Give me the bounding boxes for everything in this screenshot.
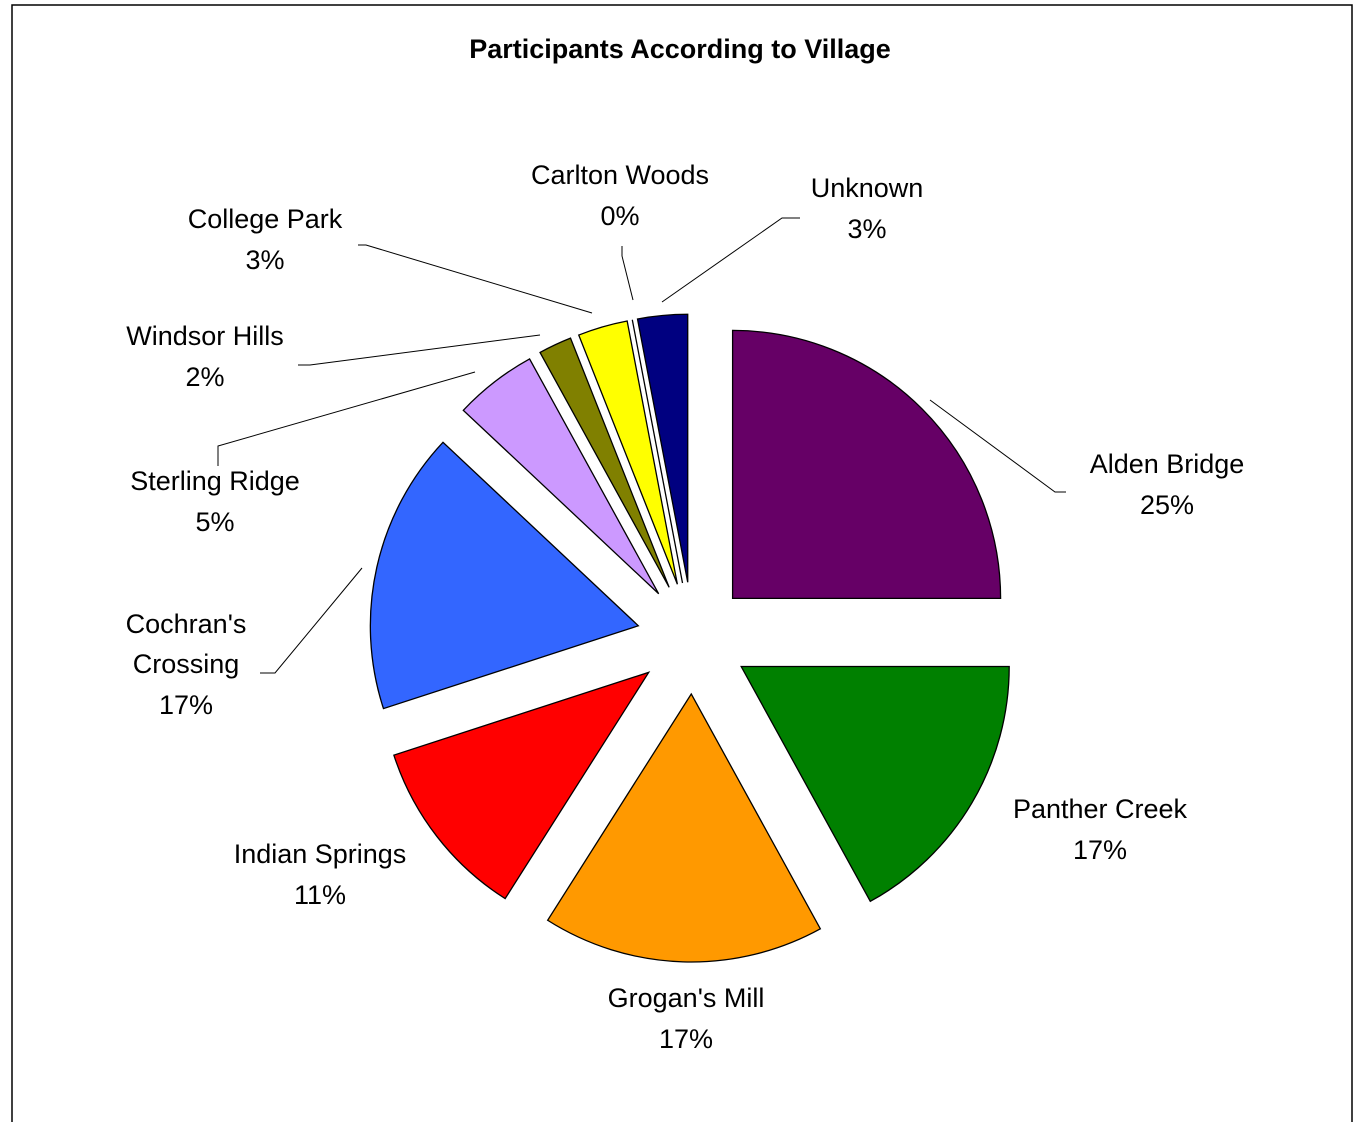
- leader-line: [358, 244, 593, 314]
- pie-slice: [731, 329, 1002, 600]
- slice-label-value: 25%: [1140, 490, 1194, 520]
- pie-slice: [546, 692, 822, 963]
- slice-label: Unknown 3%: [811, 173, 924, 244]
- slice-label-name: Panther Creek: [1013, 794, 1188, 824]
- slice-label: Windsor Hills 2%: [126, 321, 284, 392]
- slice-label-name-cont: Crossing: [133, 649, 240, 679]
- slice-label: Panther Creek 17%: [1013, 794, 1188, 865]
- pie-slice: [636, 313, 689, 583]
- pie-slice: [539, 337, 670, 588]
- slice-label: Indian Springs 11%: [234, 839, 407, 910]
- slice-label-value: 17%: [659, 1024, 713, 1054]
- slice-label-value: 3%: [847, 214, 886, 244]
- leader-line: [621, 246, 634, 301]
- pie-slice: [369, 441, 640, 710]
- slice-label-name: Indian Springs: [234, 839, 407, 869]
- slice-label: Sterling Ridge 5%: [130, 466, 300, 537]
- slice-label-name: Alden Bridge: [1090, 449, 1245, 479]
- slice-label-value: 3%: [245, 245, 284, 275]
- slice-label: Carlton Woods 0%: [531, 160, 709, 231]
- slice-label-value: 5%: [195, 507, 234, 537]
- slice-label-name: Cochran's: [126, 609, 247, 639]
- slice-label-value: 0%: [600, 201, 639, 231]
- pie-slice: [577, 320, 679, 585]
- pie-slice: [631, 319, 684, 584]
- slice-label-name: Carlton Woods: [531, 160, 709, 190]
- pie-slice: [462, 358, 660, 595]
- slice-label-value: 11%: [294, 880, 346, 910]
- slice-label-value: 17%: [1073, 835, 1127, 865]
- slice-label-name: Sterling Ridge: [130, 466, 300, 496]
- leader-line: [298, 334, 541, 366]
- slice-label: Grogan's Mill 17%: [608, 983, 765, 1054]
- slice-label: Alden Bridge 25%: [1090, 449, 1245, 520]
- slice-label: College Park 3%: [188, 204, 343, 275]
- leader-line: [260, 567, 363, 674]
- slice-label-value: 2%: [185, 362, 224, 392]
- leader-line: [929, 399, 1066, 493]
- slice-label-name: College Park: [188, 204, 343, 234]
- slice-label-name: Grogan's Mill: [608, 983, 765, 1013]
- pie-slice: [740, 665, 1010, 903]
- slice-label-value: 17%: [159, 690, 213, 720]
- slice-label: Cochran's Crossing 17%: [126, 609, 247, 720]
- leader-line: [661, 217, 800, 303]
- slice-label-name: Windsor Hills: [126, 321, 284, 351]
- leader-line: [217, 371, 476, 466]
- slice-label-name: Unknown: [811, 173, 924, 203]
- chart-title: Participants According to Village: [469, 34, 891, 64]
- pie-slice: [393, 671, 651, 900]
